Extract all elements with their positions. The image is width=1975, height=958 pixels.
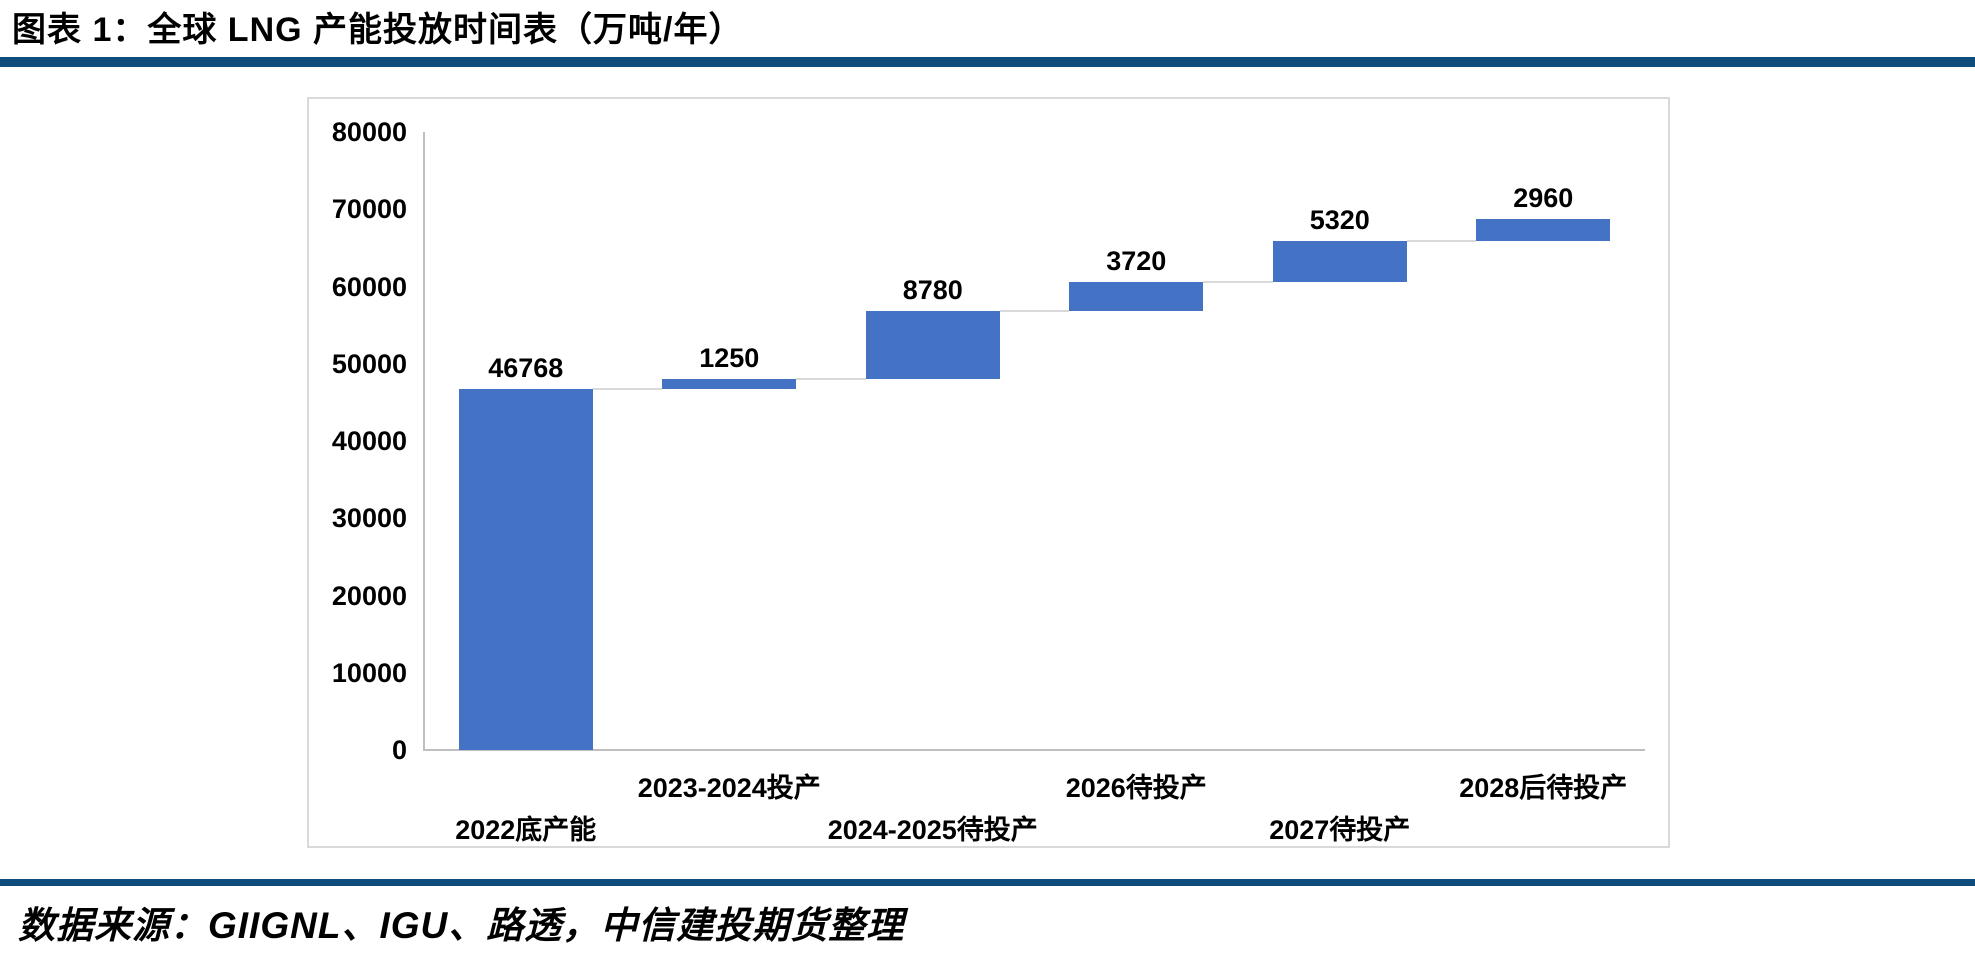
bar-value-label: 1250 [699,343,760,374]
y-axis-tick-label: 20000 [331,580,407,611]
waterfall-chart: 0 10000 20000 30000 40000 50000 60000 70000 8000… [309,99,1668,846]
y-axis-tick-label: 0 [391,735,407,765]
data-source-note: 数据来源：GIIGNL、IGU、路透，中信建投期货整理 [18,905,905,946]
connector-line [796,378,866,381]
waterfall-bar [662,379,797,389]
connector-line [592,387,663,390]
connector-line [999,310,1070,313]
waterfall-bar [865,311,1000,380]
bar-value-label: 46768 [488,352,564,383]
x-axis-category-label: 2026待投产 [1065,773,1207,803]
title-divider [0,57,1975,67]
y-axis-tick-label: 10000 [331,657,407,688]
waterfall-bar [458,388,593,750]
y-axis-tick-label: 80000 [331,117,407,147]
bar-value-label: 3720 [1106,246,1167,277]
x-axis-line [423,749,1645,751]
x-axis-category-label: 2024-2025待投产 [827,815,1038,845]
bar-value-label: 2960 [1513,182,1574,213]
footer-divider [0,879,1975,886]
x-axis-category-label: 2022底产能 [455,815,597,845]
waterfall-bar [1476,218,1611,242]
x-axis-category-label: 2028后待投产 [1459,773,1628,803]
connector-line [1203,281,1273,284]
chart-frame: 0 10000 20000 30000 40000 50000 60000 70000 8000… [307,97,1670,848]
y-axis-tick-label: 70000 [331,194,407,225]
connector-line [1406,240,1477,243]
waterfall-bar [1272,241,1407,283]
y-axis-tick-label: 40000 [331,426,407,456]
x-axis-category-label: 2023-2024投产 [637,773,821,803]
bar-value-label: 5320 [1309,205,1370,236]
waterfall-bar [1069,282,1204,312]
y-axis-tick-label: 60000 [331,271,407,302]
figure-title: 图表 1：全球 LNG 产能投放时间表（万吨/年） [12,11,744,49]
x-axis-category-label: 2027待投产 [1269,815,1411,845]
bar-value-label: 8780 [902,275,963,306]
y-axis-tick-label: 30000 [331,503,407,534]
y-axis-line [423,132,425,751]
y-axis-tick-label: 50000 [331,348,407,379]
